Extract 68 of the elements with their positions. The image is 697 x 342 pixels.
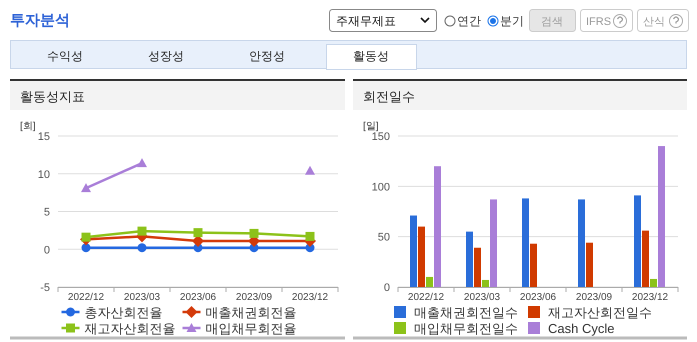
bar	[642, 230, 649, 287]
text: 수익성	[47, 49, 83, 63]
x-tick-label: 2023/09	[236, 292, 273, 303]
bar	[482, 280, 489, 287]
point	[81, 183, 91, 192]
x-tick-label: 2023/03	[464, 292, 501, 303]
bar	[522, 198, 529, 287]
x-tick-label: 2023/12	[632, 292, 669, 303]
bar	[490, 199, 497, 287]
chart-title: 활동성지표	[20, 89, 85, 104]
y-tick-label: 100	[372, 181, 390, 194]
x-tick-label: 2023/03	[124, 292, 161, 303]
y-tick-label: 5	[44, 206, 50, 218]
y-axis-title: [회]	[20, 121, 36, 132]
bar	[466, 232, 473, 287]
legend-label: Cash Cycle	[548, 321, 614, 336]
bar	[426, 276, 433, 287]
bar	[530, 244, 537, 287]
text: 산식	[643, 16, 665, 28]
legend-label: 재고자산회전일수	[548, 305, 652, 320]
point	[137, 158, 147, 168]
x-tick-label: 2023/06	[520, 292, 557, 303]
point	[138, 226, 146, 236]
bar	[434, 166, 441, 287]
y-tick-label: 150	[372, 131, 390, 143]
point	[82, 243, 90, 252]
y-tick-label: 0	[44, 244, 50, 256]
text: 주재무제표	[336, 14, 396, 28]
bar	[418, 226, 425, 287]
legend-label: 매출채권회전일수	[414, 305, 518, 320]
y-tick-label: 15	[38, 131, 50, 143]
text: 성장성	[148, 49, 184, 63]
bar	[658, 146, 665, 287]
bar	[634, 195, 641, 287]
bar	[578, 199, 585, 287]
y-tick-label: -5	[40, 282, 50, 294]
legend-label: 매입채무회전율	[206, 321, 296, 336]
bar	[474, 248, 481, 287]
chart-title: 회전일수	[363, 89, 415, 104]
text: 안정성	[249, 49, 285, 63]
x-tick-label: 2023/09	[576, 292, 613, 303]
x-tick-label: 2022/12	[408, 292, 445, 303]
point	[306, 232, 314, 241]
text: 투자분석	[10, 12, 70, 29]
bar	[650, 278, 657, 287]
point	[305, 166, 315, 175]
text: 활동성	[353, 49, 389, 63]
y-tick-label: 50	[378, 232, 390, 244]
bar	[410, 216, 417, 287]
legend-label: 총자산회전율	[84, 305, 162, 320]
text: IFRS	[586, 16, 612, 28]
y-tick-label: 0	[384, 282, 390, 294]
legend-label: 매출채권회전율	[206, 305, 296, 320]
legend-label: 재고자산회전율	[84, 321, 176, 336]
x-tick-label: 2023/06	[180, 292, 217, 303]
point	[250, 228, 258, 238]
point	[138, 243, 146, 252]
legend-label: 매입채무회전일수	[414, 321, 518, 336]
x-tick-label: 2023/12	[292, 292, 329, 303]
x-tick-label: 2022/12	[68, 292, 105, 303]
point	[82, 232, 90, 242]
y-axis-title: [일]	[363, 121, 379, 132]
bar	[586, 242, 593, 287]
text: 연간	[457, 14, 481, 28]
point	[194, 228, 202, 238]
text: 분기	[500, 14, 524, 28]
text: 검색	[541, 16, 563, 28]
y-tick-label: 10	[38, 168, 50, 181]
